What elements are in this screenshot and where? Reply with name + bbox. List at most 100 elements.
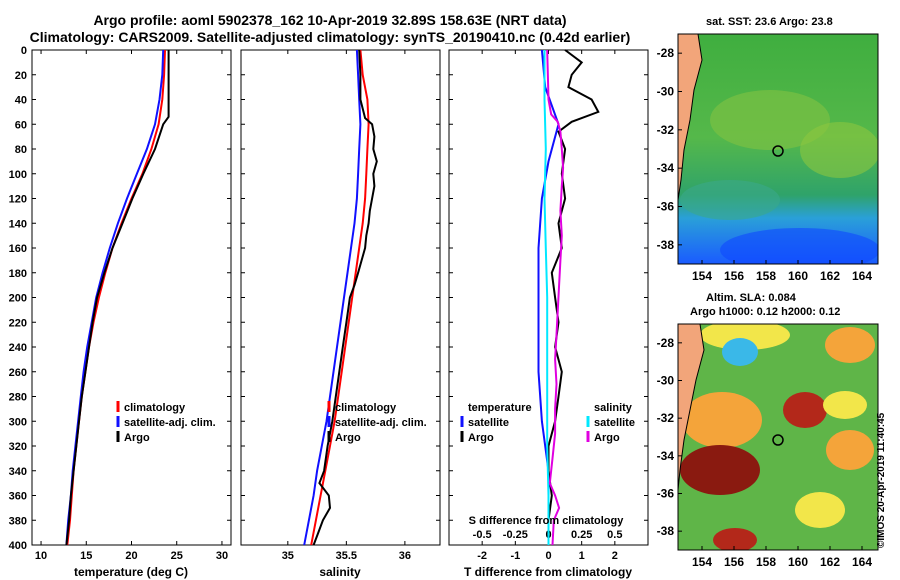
series-line-satellite-adj-clim- bbox=[303, 49, 362, 546]
sla-map-title-line2: Argo h1000: 0.12 h2000: 0.12 bbox=[690, 306, 841, 318]
x-tick-label: 15 bbox=[80, 550, 92, 562]
depth-tick-label: 380 bbox=[9, 515, 27, 527]
legend-label-t-argo: Argo bbox=[468, 432, 494, 444]
depth-tick-label: 400 bbox=[9, 540, 27, 552]
sst-map: 154 156 158 160 162 164 -28 -30 -32 -34 -36 -38 bbox=[657, 33, 879, 283]
difference-legend: temperature satellite Argo salinity sate… bbox=[460, 402, 635, 444]
sla-map: 154 156 158 160 162 164 -28 -30 -32 -34 -36 -38 bbox=[657, 323, 879, 569]
map-y-tick-label: -34 bbox=[657, 161, 675, 175]
x-tick-label: -1 bbox=[510, 550, 520, 562]
map-x-tick-label: 160 bbox=[788, 555, 808, 569]
depth-tick-label: 180 bbox=[9, 268, 27, 280]
depth-tick-label: 60 bbox=[15, 119, 27, 131]
depth-tick-label: 320 bbox=[9, 441, 27, 453]
series-line-climatology bbox=[310, 49, 370, 546]
x-top-tick-label: 0.25 bbox=[571, 529, 592, 541]
map-y-tick-label: -38 bbox=[657, 524, 675, 538]
legend-label-argo: Argo bbox=[124, 432, 150, 444]
legend-title-salinity: salinity bbox=[594, 402, 633, 414]
sla-map-title-line1: Altim. SLA: 0.084 bbox=[706, 292, 796, 304]
difference-xlabel: T difference from climatology bbox=[464, 565, 632, 579]
map-y-tick-label: -32 bbox=[657, 123, 675, 137]
map-x-tick-label: 154 bbox=[692, 555, 712, 569]
map-x-tick-label: 158 bbox=[756, 555, 776, 569]
depth-tick-label: 40 bbox=[15, 95, 27, 107]
salinity-legend: climatology satellite-adj. clim. Argo bbox=[327, 401, 427, 444]
sst-map-title: sat. SST: 23.6 Argo: 23.8 bbox=[706, 16, 833, 28]
series-line-s-argo bbox=[546, 49, 565, 546]
legend-label-climatology: climatology bbox=[335, 402, 397, 414]
x-tick-label: 20 bbox=[125, 550, 137, 562]
temperature-xlabel: temperature (deg C) bbox=[74, 565, 188, 579]
x-top-tick-label: 0.5 bbox=[607, 529, 622, 541]
argo-location-marker bbox=[772, 434, 784, 446]
x-tick-label: 35 bbox=[282, 550, 294, 562]
temperature-legend: climatology satellite-adj. clim. Argo bbox=[116, 401, 216, 444]
map-x-tick-label: 156 bbox=[724, 555, 744, 569]
legend-label-s-argo: Argo bbox=[594, 432, 620, 444]
map-y-tick-label: -36 bbox=[657, 487, 675, 501]
x-tick-label: 0 bbox=[545, 550, 551, 562]
series-line-argo bbox=[65, 50, 170, 546]
depth-tick-label: 20 bbox=[15, 70, 27, 82]
series-line-s-satellite bbox=[543, 50, 550, 545]
x-tick-label: 25 bbox=[171, 550, 183, 562]
salinity-xlabel: salinity bbox=[319, 565, 361, 579]
depth-tick-label: 160 bbox=[9, 243, 27, 255]
depth-tick-label: 240 bbox=[9, 342, 27, 354]
x-tick-label: 10 bbox=[35, 550, 47, 562]
x-tick-label: 35.5 bbox=[336, 550, 357, 562]
chart-title-line2: Climatology: CARS2009. Satellite-adjuste… bbox=[29, 29, 631, 45]
difference-plot: -2 -1 0 1 2-0.5 -0.25 0 0.25 0.5 bbox=[473, 49, 622, 562]
map-x-tick-label: 158 bbox=[756, 269, 776, 283]
chart-title-line1: Argo profile: aoml 5902378_162 10-Apr-20… bbox=[93, 12, 567, 28]
legend-label-s-satellite: satellite bbox=[594, 417, 635, 429]
depth-tick-label: 80 bbox=[15, 144, 27, 156]
map-y-tick-label: -36 bbox=[657, 200, 675, 214]
depth-tick-label: 280 bbox=[9, 392, 27, 404]
legend-title-temperature: temperature bbox=[468, 402, 532, 414]
x-tick-label: 1 bbox=[579, 550, 585, 562]
legend-label-climatology: climatology bbox=[124, 402, 186, 414]
map-y-tick-label: -28 bbox=[657, 46, 675, 60]
coastline bbox=[678, 324, 705, 491]
argo-location-marker bbox=[772, 145, 784, 157]
map-y-tick-label: -38 bbox=[657, 238, 675, 252]
map-x-tick-label: 164 bbox=[852, 555, 872, 569]
map-x-tick-label: 162 bbox=[820, 269, 840, 283]
depth-tick-label: 260 bbox=[9, 367, 27, 379]
map-x-tick-label: 156 bbox=[724, 269, 744, 283]
temperature-panel-frame bbox=[31, 49, 232, 546]
depth-tick-label: 360 bbox=[9, 491, 27, 503]
coastline bbox=[678, 34, 703, 201]
x-top-tick-label: -0.25 bbox=[503, 529, 528, 541]
credit-stamp: ©IMOS 20-Apr-2019 11:40:45 bbox=[876, 412, 887, 548]
depth-tick-label: 140 bbox=[9, 218, 27, 230]
temperature-plot: 10 15 20 25 30 bbox=[35, 49, 228, 562]
map-y-tick-label: -30 bbox=[657, 85, 675, 99]
x-tick-label: 36 bbox=[399, 550, 411, 562]
map-x-tick-label: 160 bbox=[788, 269, 808, 283]
legend-label-argo: Argo bbox=[335, 432, 361, 444]
difference-xlabel-top: S difference from climatology bbox=[469, 515, 625, 527]
depth-axis: 0 20 40 60 80 100 120 140 160 180 200 220 240 260 280 3… bbox=[9, 45, 648, 552]
series-line-climatology bbox=[66, 49, 166, 546]
map-y-tick-label: -30 bbox=[657, 374, 675, 388]
x-tick-label: -2 bbox=[477, 550, 487, 562]
salinity-plot: 35 35.5 36 bbox=[282, 49, 411, 562]
depth-tick-label: 200 bbox=[9, 293, 27, 305]
series-line-satellite-adj-clim- bbox=[65, 49, 165, 546]
map-y-tick-label: -28 bbox=[657, 336, 675, 350]
x-top-tick-label: -0.5 bbox=[473, 529, 492, 541]
legend-label-satellite: satellite-adj. clim. bbox=[335, 417, 427, 429]
x-tick-label: 30 bbox=[216, 550, 228, 562]
map-y-tick-label: -34 bbox=[657, 449, 675, 463]
depth-tick-label: 220 bbox=[9, 317, 27, 329]
salinity-panel-frame bbox=[240, 49, 441, 546]
depth-tick-label: 300 bbox=[9, 416, 27, 428]
depth-tick-label: 340 bbox=[9, 466, 27, 478]
depth-tick-label: 120 bbox=[9, 194, 27, 206]
map-y-tick-label: -32 bbox=[657, 411, 675, 425]
depth-tick-label: 100 bbox=[9, 169, 27, 181]
